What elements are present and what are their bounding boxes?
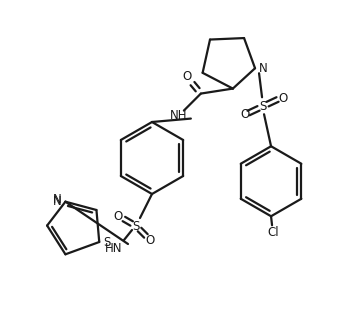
Text: O: O (182, 70, 191, 83)
Text: N: N (53, 195, 62, 208)
Text: O: O (146, 233, 155, 246)
Text: NH: NH (170, 109, 188, 122)
Text: O: O (113, 210, 123, 223)
Text: N: N (259, 62, 268, 75)
Text: S: S (104, 235, 111, 248)
Text: HN: HN (105, 242, 123, 255)
Text: O: O (240, 108, 250, 121)
Text: S: S (259, 100, 267, 113)
Text: O: O (278, 92, 288, 105)
Text: S: S (132, 219, 140, 232)
Text: Cl: Cl (267, 226, 279, 239)
Text: N: N (53, 193, 62, 206)
